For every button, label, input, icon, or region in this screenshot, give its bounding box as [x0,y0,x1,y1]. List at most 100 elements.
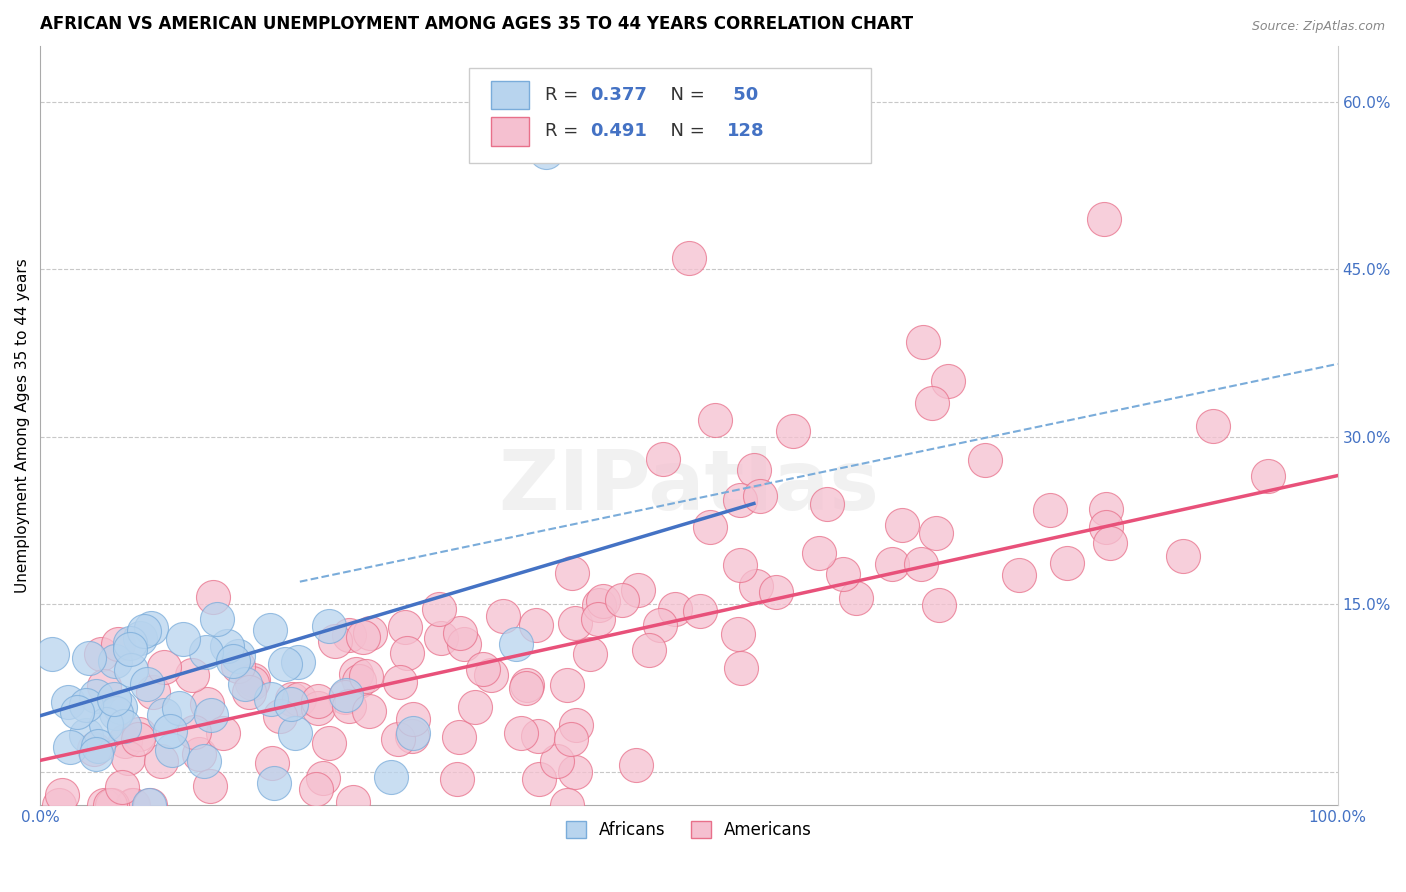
Point [101,797,124,812]
Point [120,663,142,677]
Point [226,649,249,664]
Point [1092,211,1115,226]
Point [48,797,70,812]
Point [260,756,283,770]
Point [121,797,143,812]
Bar [491,117,530,146]
Point [221,654,243,668]
Point [1202,419,1225,434]
Point [84,689,107,703]
Point [150,754,173,768]
Point [815,497,838,511]
Point [446,772,468,787]
Point [911,334,934,349]
Text: R =: R = [546,86,583,104]
Bar [491,80,530,110]
Legend: Africans, Americans: Africans, Americans [560,814,818,846]
Point [921,396,943,410]
Point [75,698,97,713]
Point [153,659,176,673]
Point [58,740,80,755]
Point [352,630,374,644]
Point [114,734,136,748]
Point [807,546,830,560]
Point [128,727,150,741]
Point [305,782,328,797]
Point [1056,557,1078,571]
Point [307,694,329,708]
FancyBboxPatch shape [468,69,870,163]
Point [430,631,453,645]
Point [183,725,205,739]
Point [1173,549,1195,564]
Point [357,704,380,718]
Point [394,620,416,634]
Point [142,685,165,699]
Point [105,706,128,720]
Point [401,729,423,743]
Point [51,788,73,802]
Point [323,633,346,648]
Point [90,647,112,661]
Point [612,593,634,607]
Point [200,708,222,723]
Point [1257,468,1279,483]
Point [153,708,176,723]
Point [259,623,281,637]
Text: R =: R = [546,122,583,140]
Point [136,677,159,691]
Point [111,780,134,795]
Point [832,566,855,581]
Point [1099,535,1122,549]
Point [118,641,141,656]
Point [104,654,127,668]
Text: N =: N = [659,122,710,140]
Point [1094,501,1116,516]
Point [910,558,932,572]
Text: 0.491: 0.491 [591,122,647,140]
Point [132,624,155,638]
Point [745,579,768,593]
Point [890,517,912,532]
Point [127,731,149,746]
Point [925,526,948,541]
Point [427,601,450,615]
Point [1039,503,1062,517]
Point [75,728,97,742]
Point [638,643,661,657]
Point [205,612,228,626]
Point [233,677,256,691]
Point [240,675,263,690]
Point [103,692,125,706]
Point [505,637,527,651]
Point [217,639,239,653]
Text: ZIPatlas: ZIPatlas [499,446,880,526]
Point [66,705,89,719]
Point [344,667,367,681]
Point [624,757,647,772]
Point [180,667,202,681]
Point [211,726,233,740]
Point [396,646,419,660]
Point [402,726,425,740]
Point [307,701,329,715]
Point [515,681,537,695]
Point [242,673,264,687]
Point [284,726,307,740]
Point [79,651,101,665]
Point [337,698,360,713]
Point [1008,568,1031,582]
Point [195,644,218,658]
Point [335,688,357,702]
Point [565,718,588,732]
Point [201,590,224,604]
Point [728,558,751,572]
Point [108,699,131,714]
Point [263,775,285,789]
Point [492,608,515,623]
Point [730,661,752,675]
Point [238,685,260,699]
Point [699,520,721,534]
Point [354,669,377,683]
Point [527,729,550,743]
